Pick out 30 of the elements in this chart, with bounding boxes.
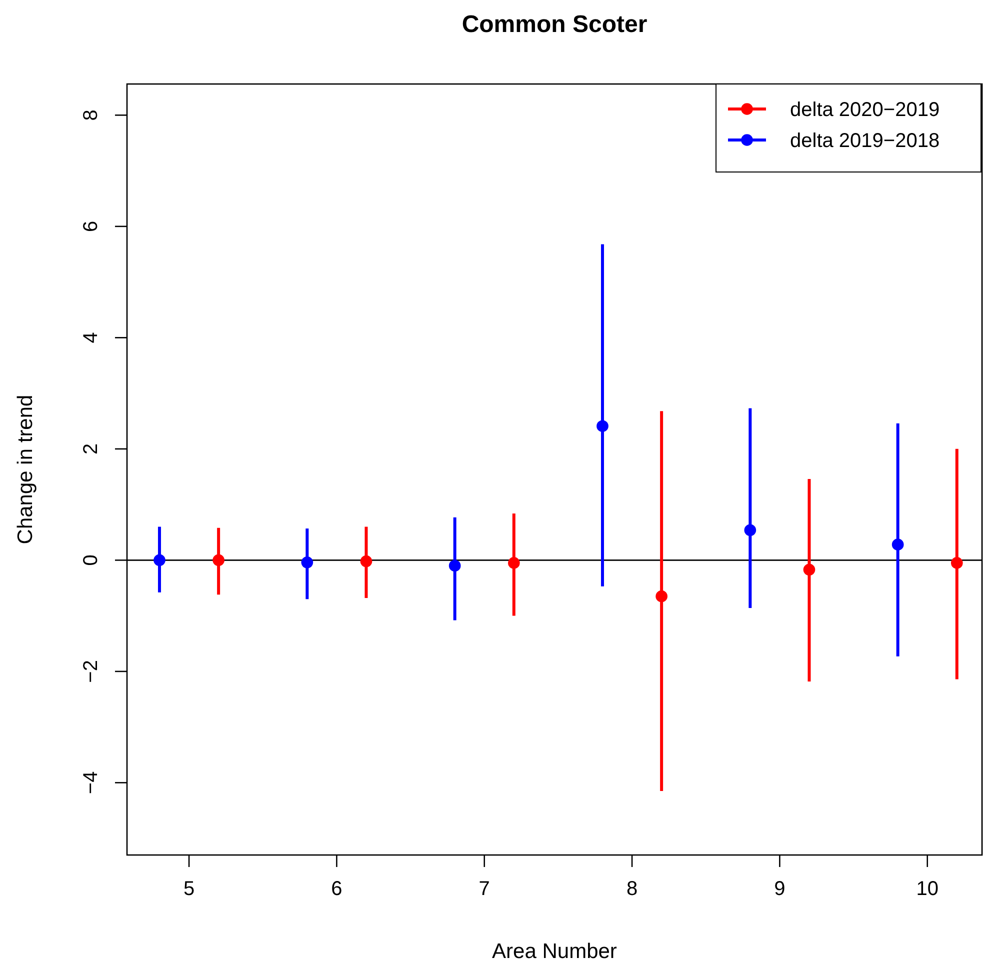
x-tick-label: 10 — [916, 878, 938, 900]
x-tick-label: 5 — [183, 878, 195, 900]
y-tick-label: −4 — [80, 771, 102, 794]
x-tick-label: 8 — [626, 878, 638, 900]
legend-label: delta 2020−2019 — [790, 99, 940, 121]
y-tick-label: 2 — [80, 443, 102, 454]
point — [596, 420, 608, 432]
y-tick-label: 6 — [80, 220, 102, 232]
y-tick-label: 4 — [80, 332, 102, 344]
x-tick-label: 7 — [478, 878, 490, 900]
y-tick-label: 8 — [80, 110, 102, 121]
point — [448, 560, 461, 572]
point — [892, 538, 904, 551]
point — [212, 554, 224, 566]
x-tick-label: 9 — [774, 878, 786, 900]
point — [508, 557, 520, 569]
x-axis-title: Area Number — [492, 940, 617, 963]
legend-label: delta 2019−2018 — [790, 130, 940, 152]
y-axis-title: Change in trend — [14, 394, 37, 544]
point — [744, 524, 756, 536]
point — [656, 590, 668, 602]
x-tick-label: 6 — [331, 878, 342, 900]
point — [301, 556, 314, 568]
point — [360, 555, 372, 568]
point — [803, 564, 816, 576]
y-tick-label: 0 — [80, 554, 102, 566]
y-tick-label: −2 — [80, 660, 102, 683]
point — [950, 557, 963, 569]
chart-title: Common Scoter — [462, 11, 648, 38]
point — [154, 554, 166, 566]
